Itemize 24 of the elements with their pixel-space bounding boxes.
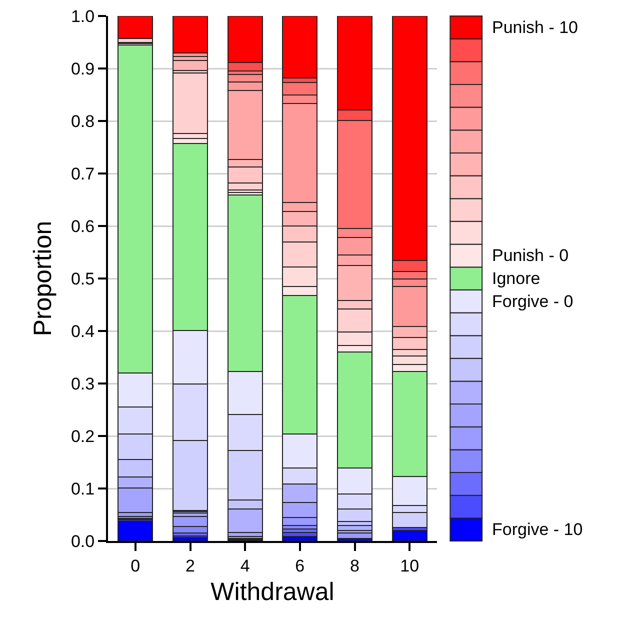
x-tick-label: 10 xyxy=(400,556,420,576)
y-tick-label: 0.2 xyxy=(70,426,95,446)
x-tick-label: 8 xyxy=(350,556,360,576)
y-tick-label: 0.3 xyxy=(70,374,95,394)
legend-label: Punish - 10 xyxy=(492,18,578,37)
legend-label: Punish - 0 xyxy=(492,246,569,265)
y-tick-label: 0.5 xyxy=(70,269,95,288)
y-tick-label: 0.7 xyxy=(70,164,95,184)
legend-label: Forgive - 10 xyxy=(492,520,583,539)
x-axis-title: Withdrawal xyxy=(210,578,334,606)
y-tick-label: 1.0 xyxy=(70,6,95,26)
x-tick-label: 4 xyxy=(240,556,250,576)
legend-label: Ignore xyxy=(492,269,540,288)
y-tick-label: 0.8 xyxy=(70,112,95,131)
x-tick-label: 0 xyxy=(130,556,140,576)
y-tick-label: 0.0 xyxy=(70,532,95,551)
y-tick-label: 0.1 xyxy=(70,479,95,498)
y-tick-label: 0.9 xyxy=(70,59,95,78)
legend-label: Forgive - 0 xyxy=(492,292,574,311)
x-tick-label: 2 xyxy=(186,556,195,576)
y-tick-label: 0.6 xyxy=(70,216,95,236)
y-tick-label: 0.4 xyxy=(70,322,95,341)
x-tick-label: 6 xyxy=(295,556,305,576)
y-axis-title: Proportion xyxy=(29,220,58,336)
